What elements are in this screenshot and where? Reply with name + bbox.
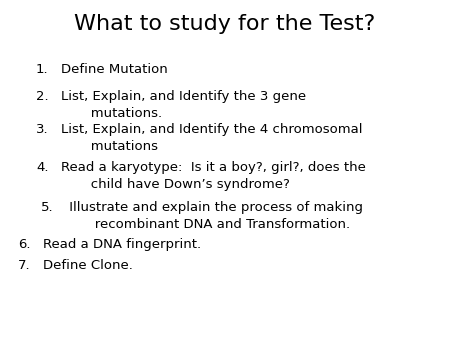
Text: Define Clone.: Define Clone. [43,259,133,271]
Text: 1.: 1. [36,63,49,75]
Text: Read a DNA fingerprint.: Read a DNA fingerprint. [43,238,201,251]
Text: Define Mutation: Define Mutation [61,63,167,75]
Text: What to study for the Test?: What to study for the Test? [74,14,376,33]
Text: List, Explain, and Identify the 4 chromosomal
       mutations: List, Explain, and Identify the 4 chromo… [61,123,362,153]
Text: Illustrate and explain the process of making
       recombinant DNA and Transfor: Illustrate and explain the process of ma… [65,201,363,231]
Text: 2.: 2. [36,90,49,102]
Text: Read a karyotype:  Is it a boy?, girl?, does the
       child have Down’s syndro: Read a karyotype: Is it a boy?, girl?, d… [61,161,365,191]
Text: 6.: 6. [18,238,31,251]
Text: 4.: 4. [36,161,49,173]
Text: 5.: 5. [40,201,53,214]
Text: List, Explain, and Identify the 3 gene
       mutations.: List, Explain, and Identify the 3 gene m… [61,90,306,120]
Text: 3.: 3. [36,123,49,136]
Text: 7.: 7. [18,259,31,271]
